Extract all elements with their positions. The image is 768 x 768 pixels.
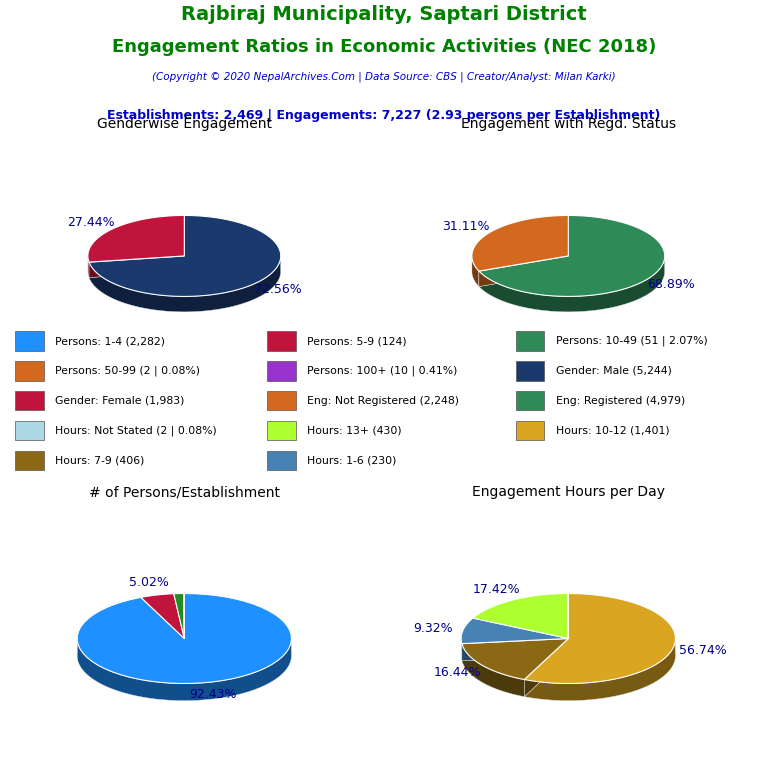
Text: 9.32%: 9.32%	[413, 622, 453, 635]
Text: Establishments: 2,469 | Engagements: 7,227 (2.93 persons per Establishment): Establishments: 2,469 | Engagements: 7,2…	[108, 109, 660, 121]
Text: Persons: 5-9 (124): Persons: 5-9 (124)	[307, 336, 407, 346]
Polygon shape	[479, 256, 568, 286]
Text: Rajbiraj Municipality, Saptari District: Rajbiraj Municipality, Saptari District	[181, 5, 587, 24]
Polygon shape	[462, 638, 568, 680]
Polygon shape	[89, 256, 184, 277]
Polygon shape	[479, 216, 665, 296]
Polygon shape	[174, 594, 184, 638]
Text: Hours: 1-6 (230): Hours: 1-6 (230)	[307, 455, 396, 465]
Ellipse shape	[88, 231, 281, 312]
Text: Persons: 1-4 (2,282): Persons: 1-4 (2,282)	[55, 336, 165, 346]
Title: Engagement Hours per Day: Engagement Hours per Day	[472, 485, 665, 499]
Text: Eng: Not Registered (2,248): Eng: Not Registered (2,248)	[307, 396, 459, 406]
FancyBboxPatch shape	[15, 451, 44, 470]
Text: 5.02%: 5.02%	[130, 576, 169, 589]
Text: (Copyright © 2020 NepalArchives.Com | Data Source: CBS | Creator/Analyst: Milan : (Copyright © 2020 NepalArchives.Com | Da…	[152, 72, 616, 82]
Polygon shape	[461, 618, 568, 644]
FancyBboxPatch shape	[516, 421, 545, 440]
Polygon shape	[462, 638, 568, 660]
Polygon shape	[525, 638, 568, 697]
FancyBboxPatch shape	[267, 332, 296, 351]
Text: Persons: 50-99 (2 | 0.08%): Persons: 50-99 (2 | 0.08%)	[55, 366, 200, 376]
Text: 17.42%: 17.42%	[472, 583, 520, 596]
FancyBboxPatch shape	[267, 451, 296, 470]
FancyBboxPatch shape	[15, 421, 44, 440]
Polygon shape	[88, 257, 89, 277]
Polygon shape	[525, 638, 568, 697]
Title: Engagement with Regd. Status: Engagement with Regd. Status	[461, 117, 676, 131]
FancyBboxPatch shape	[516, 391, 545, 411]
FancyBboxPatch shape	[15, 361, 44, 381]
Ellipse shape	[77, 611, 292, 700]
Text: 27.44%: 27.44%	[67, 216, 114, 229]
FancyBboxPatch shape	[267, 391, 296, 411]
Text: Gender: Male (5,244): Gender: Male (5,244)	[555, 366, 671, 376]
Polygon shape	[78, 594, 292, 684]
FancyBboxPatch shape	[267, 361, 296, 381]
Text: 31.11%: 31.11%	[442, 220, 490, 233]
Polygon shape	[88, 216, 184, 262]
Text: 92.43%: 92.43%	[189, 688, 237, 701]
Polygon shape	[472, 216, 568, 271]
Text: Hours: 7-9 (406): Hours: 7-9 (406)	[55, 455, 144, 465]
FancyBboxPatch shape	[267, 421, 296, 440]
Title: # of Persons/Establishment: # of Persons/Establishment	[89, 485, 280, 499]
Text: Persons: 100+ (10 | 0.41%): Persons: 100+ (10 | 0.41%)	[307, 366, 458, 376]
Polygon shape	[479, 256, 568, 286]
Polygon shape	[78, 639, 292, 700]
Text: Hours: 13+ (430): Hours: 13+ (430)	[307, 425, 402, 435]
Text: Persons: 10-49 (51 | 2.07%): Persons: 10-49 (51 | 2.07%)	[555, 336, 707, 346]
Polygon shape	[479, 257, 665, 312]
Polygon shape	[473, 594, 568, 638]
Ellipse shape	[461, 611, 676, 700]
Polygon shape	[462, 638, 568, 660]
Polygon shape	[472, 257, 479, 286]
Title: Genderwise Engagement: Genderwise Engagement	[97, 117, 272, 131]
Polygon shape	[89, 256, 184, 277]
Text: Gender: Female (1,983): Gender: Female (1,983)	[55, 396, 184, 406]
FancyBboxPatch shape	[15, 332, 44, 351]
Text: Engagement Ratios in Economic Activities (NEC 2018): Engagement Ratios in Economic Activities…	[112, 38, 656, 56]
Text: Hours: Not Stated (2 | 0.08%): Hours: Not Stated (2 | 0.08%)	[55, 425, 217, 436]
Polygon shape	[525, 639, 676, 700]
Text: 68.89%: 68.89%	[647, 279, 694, 291]
Polygon shape	[89, 257, 280, 312]
FancyBboxPatch shape	[516, 332, 545, 351]
Text: Eng: Registered (4,979): Eng: Registered (4,979)	[555, 396, 685, 406]
Polygon shape	[141, 594, 184, 638]
Text: Hours: 10-12 (1,401): Hours: 10-12 (1,401)	[555, 425, 669, 435]
FancyBboxPatch shape	[15, 391, 44, 411]
Polygon shape	[525, 594, 676, 684]
Text: 72.56%: 72.56%	[254, 283, 302, 296]
Text: 16.44%: 16.44%	[434, 666, 482, 679]
Ellipse shape	[472, 231, 665, 312]
Text: 56.74%: 56.74%	[679, 644, 727, 657]
Polygon shape	[89, 216, 281, 296]
Polygon shape	[462, 644, 525, 697]
FancyBboxPatch shape	[516, 361, 545, 381]
